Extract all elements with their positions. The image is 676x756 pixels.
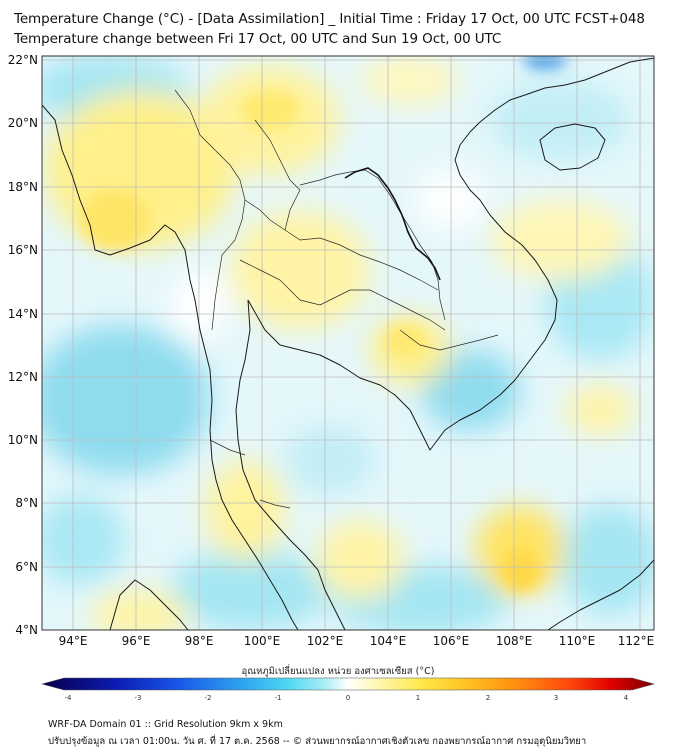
- borders: [174, 89, 499, 509]
- plot-frame: [41, 55, 655, 631]
- chart-title: Temperature Change (°C) - [Data Assimila…: [14, 11, 645, 27]
- lat-label: 22°N: [8, 53, 38, 67]
- colorbar-tick: -3: [135, 694, 142, 702]
- footer-model-info: WRF-DA Domain 01 :: Grid Resolution 9km …: [48, 719, 283, 730]
- lon-label: 100°E: [244, 634, 281, 648]
- lat-label: 20°N: [8, 116, 38, 130]
- lat-label: 4°N: [15, 623, 38, 637]
- coastlines: [42, 57, 654, 630]
- gridlines: [42, 56, 654, 630]
- lon-label: 102°E: [307, 634, 344, 648]
- colorbar-tick: 4: [624, 694, 629, 702]
- lon-label: 112°E: [618, 634, 655, 648]
- colorbar-bar: [40, 677, 656, 691]
- lat-label: 14°N: [8, 307, 38, 321]
- lat-label: 8°N: [15, 496, 38, 510]
- lon-label: 106°E: [433, 634, 470, 648]
- temperature-field: [42, 56, 654, 630]
- lon-label: 96°E: [122, 634, 151, 648]
- lat-label: 12°N: [8, 370, 38, 384]
- footer-credits: ปรับปรุงข้อมูล ณ เวลา 01:00น. วัน ศ. ที่…: [48, 736, 587, 747]
- lat-label: 18°N: [8, 180, 38, 194]
- colorbar-tick: -2: [205, 694, 212, 702]
- lon-label: 94°E: [59, 634, 88, 648]
- lat-label: 16°N: [8, 243, 38, 257]
- chart-subtitle: Temperature change between Fri 17 Oct, 0…: [14, 31, 502, 47]
- longitude-labels: 94°E 96°E 98°E 100°E 102°E 104°E 106°E 1…: [59, 634, 655, 648]
- colorbar-tick: 3: [554, 694, 558, 702]
- colorbar-tick: 0: [346, 694, 350, 702]
- colorbar-tick: 2: [486, 694, 490, 702]
- lat-label: 10°N: [8, 433, 38, 447]
- lon-label: 108°E: [496, 634, 533, 648]
- colorbar-title: อุณหภูมิเปลี่ยนแปลง หน่วย องศาเซลเซียส (…: [241, 666, 435, 677]
- colorbar-tick: 1: [416, 694, 420, 702]
- lon-label: 104°E: [370, 634, 407, 648]
- lat-label: 6°N: [15, 560, 38, 574]
- colorbar-ticks: -4 -3 -2 -1 0 1 2 3 4: [65, 694, 629, 702]
- lon-label: 98°E: [185, 634, 214, 648]
- lon-label: 110°E: [559, 634, 596, 648]
- colorbar-tick: -1: [275, 694, 282, 702]
- colorbar-tick: -4: [65, 694, 73, 702]
- colorbar: -4 -3 -2 -1 0 1 2 3 4: [40, 677, 656, 702]
- latitude-labels: 22°N 20°N 18°N 16°N 14°N 12°N 10°N 8°N 6…: [8, 53, 38, 637]
